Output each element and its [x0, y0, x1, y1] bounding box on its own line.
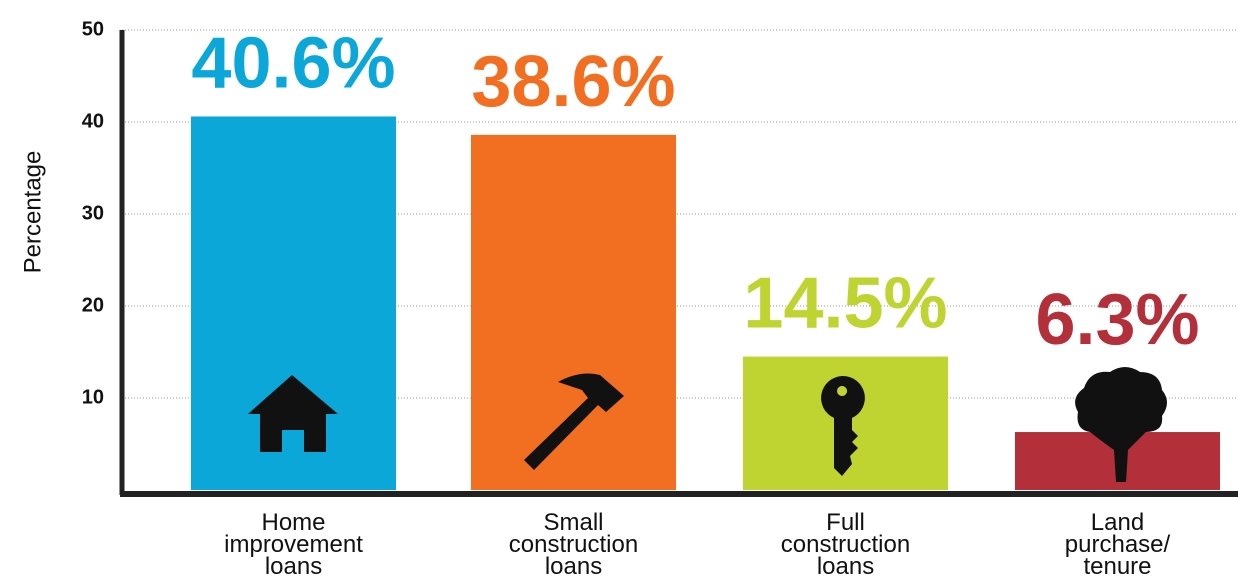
tree-icon [1075, 367, 1167, 482]
y-tick-label: 50 [82, 18, 104, 40]
x-tick-label: Full construction loans [780, 509, 911, 580]
y-tick-label: 10 [82, 386, 104, 408]
key-icon [821, 375, 865, 476]
y-tick-label: 20 [82, 294, 104, 316]
hammer-icon [524, 373, 624, 470]
house-icon [248, 375, 338, 452]
icons [248, 367, 1167, 482]
x-tick-label: Small construction loans [508, 509, 639, 580]
x-tick-label: Land purchase/ tenure [1064, 509, 1171, 580]
x-tick-label: Home improvement loans [224, 509, 363, 580]
y-axis-title: Percentage [19, 151, 46, 274]
bar [191, 116, 396, 490]
value-label: 40.6% [191, 23, 395, 103]
value-label: 14.5% [743, 264, 947, 344]
bar [471, 134, 676, 490]
value-label: 38.6% [471, 42, 675, 122]
y-tick-label: 40 [82, 110, 104, 132]
y-tick-label: 30 [82, 202, 104, 224]
value-label: 6.3% [1035, 280, 1199, 360]
